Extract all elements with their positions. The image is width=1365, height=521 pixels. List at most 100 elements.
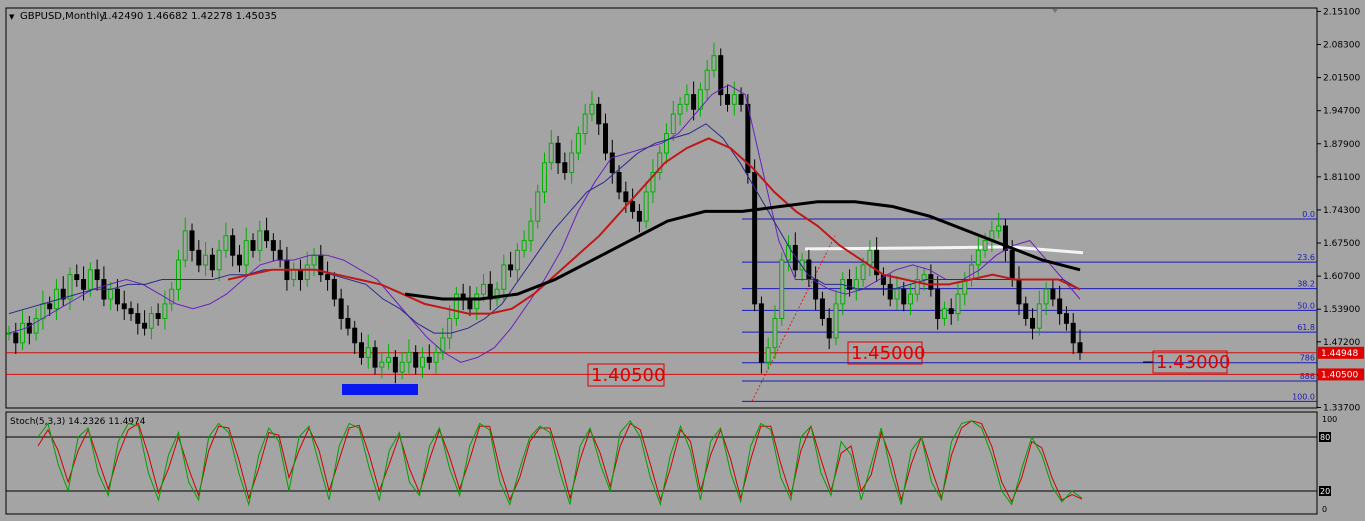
candle-body <box>772 317 778 349</box>
annotation-box <box>847 341 923 365</box>
candle-body <box>20 322 26 344</box>
candle-body <box>643 191 649 222</box>
fib-level-label: 38.2 <box>1297 280 1315 289</box>
candle-body <box>447 317 453 339</box>
price-tick-label: 2.01500 <box>1323 74 1360 84</box>
annotation-label: 1.40500 <box>591 365 665 386</box>
fib-anchor-line <box>751 235 836 402</box>
candle-body <box>670 113 676 135</box>
candle-body <box>982 240 988 251</box>
price-tick-label: 2.15100 <box>1323 7 1360 17</box>
candle-body <box>474 293 480 310</box>
candle-body <box>819 298 825 319</box>
candle-body <box>1009 249 1015 281</box>
candle-body <box>508 264 514 271</box>
moving-average-fast <box>8 84 1081 363</box>
fib-level-label: 100.0 <box>1292 392 1315 401</box>
candle-body <box>799 259 805 271</box>
stochastic-level-tag <box>1319 432 1331 442</box>
fib-level-label: 786 <box>1300 354 1315 363</box>
candle-body <box>1023 303 1029 319</box>
candle-body <box>243 240 249 266</box>
candle-body <box>1070 322 1076 344</box>
symbol-label: GBPUSD,Monthly <box>20 11 105 22</box>
candle-body <box>406 352 412 363</box>
candle-body <box>419 356 425 368</box>
support-zone-box <box>342 384 418 395</box>
price-tick-label: 1.60700 <box>1323 272 1360 282</box>
candle-body <box>13 332 19 344</box>
stochastic-level-label: 80 <box>1320 433 1330 442</box>
candle-body <box>128 308 134 315</box>
candle-body <box>806 259 812 281</box>
candle-body <box>81 279 87 290</box>
candle-body <box>894 288 900 300</box>
candle-body <box>264 230 270 242</box>
candle-body <box>453 293 459 319</box>
candle-body <box>650 171 656 193</box>
candle-body <box>555 142 561 164</box>
candle-body <box>901 288 907 305</box>
stochastic-axis-label: 100 <box>1322 415 1337 424</box>
candle-body <box>26 322 32 334</box>
price-tick-label: 1.33700 <box>1323 404 1360 414</box>
scroll-marker-icon <box>1052 9 1058 13</box>
candle-body <box>955 293 961 315</box>
candle-body <box>1016 279 1022 305</box>
candle-body <box>697 89 703 110</box>
candle-body <box>664 133 670 154</box>
fib-level-label: 0.0 <box>1302 210 1315 219</box>
candle-body <box>53 288 59 310</box>
candle-body <box>94 269 100 281</box>
candle-body <box>603 123 609 154</box>
candle-body <box>209 254 215 271</box>
candle-body <box>975 249 981 266</box>
fib-level-label: 23.6 <box>1297 253 1315 262</box>
candle-body <box>399 361 405 373</box>
candle-body <box>684 94 690 105</box>
candle-body <box>87 269 93 290</box>
candle-body <box>758 303 764 363</box>
price-tag-label: 1.40500 <box>1321 370 1358 380</box>
candle-body <box>718 55 724 96</box>
candle-body <box>847 279 853 290</box>
candle-body <box>494 288 500 300</box>
candle-body <box>304 264 310 281</box>
candle-body <box>616 171 622 193</box>
price-tick-label: 1.53900 <box>1323 305 1360 315</box>
candle-body <box>47 303 53 310</box>
candle-body <box>155 313 161 319</box>
candle-body <box>623 191 629 203</box>
candle-body <box>114 288 120 305</box>
candle-body <box>223 235 229 251</box>
stochastic-level-label: 20 <box>1320 487 1330 496</box>
candle-body <box>514 249 520 271</box>
candle-body <box>860 264 866 281</box>
stochastic-signal-line <box>37 420 1083 503</box>
candle-body <box>182 230 188 261</box>
candle-body <box>535 191 541 222</box>
price-tick-label: 1.94700 <box>1323 107 1360 117</box>
candle-body <box>135 313 141 324</box>
candle-body <box>1063 313 1069 324</box>
price-tag-box <box>1318 368 1364 381</box>
candle-body <box>765 347 771 363</box>
moving-average-mid <box>8 123 1081 334</box>
candle-body <box>379 361 385 368</box>
candle-body <box>433 352 439 363</box>
candle-body <box>67 274 73 300</box>
price-tick-label: 1.67500 <box>1323 239 1360 249</box>
candle-body <box>277 249 283 261</box>
candle-body <box>826 317 832 339</box>
candle-body <box>236 254 242 266</box>
candle-body <box>941 308 947 319</box>
candle-body <box>725 94 731 105</box>
price-tick-label: 1.87900 <box>1323 140 1360 150</box>
candle-body <box>413 352 419 368</box>
price-tick-label: 1.47200 <box>1323 338 1360 348</box>
candle-body <box>853 279 859 290</box>
candle-body <box>257 230 263 251</box>
candle-body <box>33 317 39 334</box>
candle-body <box>338 298 344 319</box>
